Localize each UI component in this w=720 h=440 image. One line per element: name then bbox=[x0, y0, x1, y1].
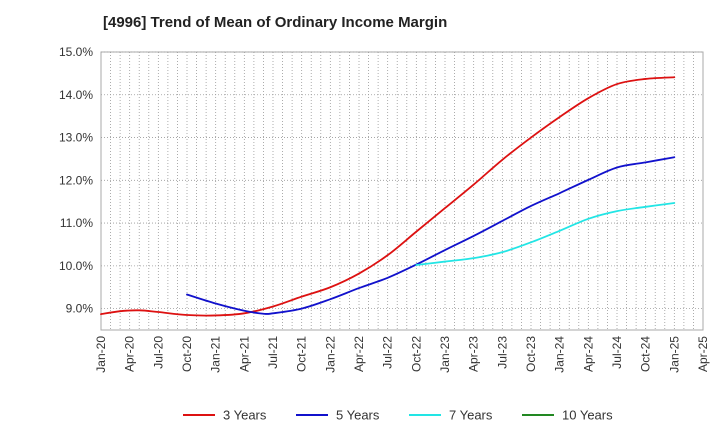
legend-label-10-years: 10 Years bbox=[562, 408, 613, 423]
x-tick-label: Jul-21 bbox=[266, 336, 280, 369]
x-tick-label: Jan-20 bbox=[94, 336, 108, 373]
x-tick-label: Jan-23 bbox=[438, 336, 452, 373]
plot-area bbox=[100, 51, 704, 331]
y-tick-label: 11.0% bbox=[60, 216, 93, 230]
legend-label-7-years: 7 Years bbox=[449, 408, 493, 423]
x-tick-label: Apr-22 bbox=[352, 336, 366, 372]
x-tick-label: Jul-23 bbox=[495, 336, 509, 369]
series bbox=[100, 76, 676, 317]
chart-title: [4996] Trend of Mean of Ordinary Income … bbox=[103, 14, 448, 31]
x-tick-label: Apr-23 bbox=[467, 336, 481, 372]
y-tick-label: 9.0% bbox=[66, 302, 94, 316]
x-tick-label: Oct-20 bbox=[180, 336, 194, 372]
x-tick-label: Apr-20 bbox=[123, 336, 137, 372]
x-tick-label: Oct-22 bbox=[409, 336, 423, 372]
y-tick-label: 15.0% bbox=[59, 45, 93, 59]
x-tick-label: Jul-20 bbox=[151, 336, 165, 369]
y-tick-label: 12.0% bbox=[59, 173, 93, 187]
x-tick-label: Jan-25 bbox=[667, 336, 681, 373]
x-tick-label: Jan-21 bbox=[209, 336, 223, 373]
x-tick-label: Jan-24 bbox=[553, 336, 567, 373]
y-tick-label: 13.0% bbox=[59, 131, 93, 145]
x-tick-label: Jan-22 bbox=[323, 336, 337, 373]
series-line-3-years bbox=[100, 76, 676, 317]
y-tick-label: 10.0% bbox=[59, 259, 93, 273]
x-tick-label: Oct-24 bbox=[639, 336, 653, 372]
legend: 3 Years 5 Years 7 Years 10 Years bbox=[183, 408, 613, 423]
legend-label-3-years: 3 Years bbox=[223, 408, 267, 423]
x-tick-label: Jul-22 bbox=[381, 336, 395, 369]
grid bbox=[101, 51, 703, 330]
x-tick-label: Oct-21 bbox=[295, 336, 309, 372]
x-tick-label: Apr-24 bbox=[581, 336, 595, 372]
x-tick-label: Apr-21 bbox=[237, 336, 251, 372]
y-axis-ticks: 9.0% 10.0% 11.0% 12.0% 13.0% 14.0% 15.0% bbox=[59, 45, 93, 316]
y-tick-label: 14.0% bbox=[59, 88, 93, 102]
x-axis-ticks: Jan-20 Apr-20 Jul-20 Oct-20 Jan-21 Apr-21 Jul-… bbox=[94, 336, 710, 373]
series-line-7-years bbox=[415, 202, 676, 266]
legend-label-5-years: 5 Years bbox=[336, 408, 380, 423]
x-tick-label: Oct-23 bbox=[524, 336, 538, 372]
x-tick-label: Jul-24 bbox=[610, 336, 624, 369]
x-tick-label: Apr-25 bbox=[696, 336, 710, 372]
